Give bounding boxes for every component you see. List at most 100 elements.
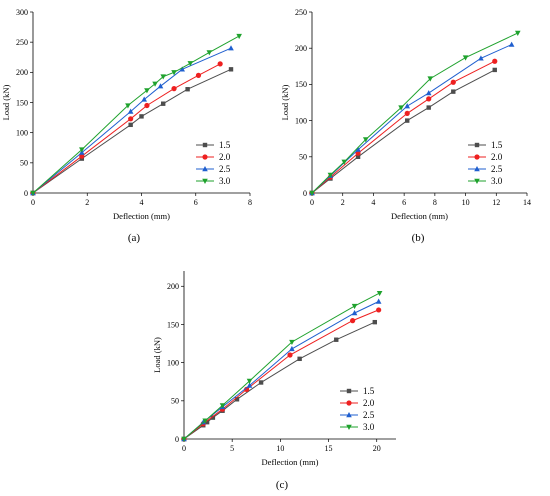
data-point — [228, 45, 234, 51]
series-2.0 — [181, 307, 382, 442]
series-2.5 — [309, 41, 515, 196]
series-line — [32, 68, 232, 194]
data-point — [204, 420, 210, 425]
series-line — [32, 35, 240, 194]
data-point — [492, 58, 498, 64]
data-point — [351, 310, 358, 316]
data-point — [219, 403, 226, 409]
x-tick-label: 10 — [462, 198, 470, 207]
x-axis-title: Deflection (mm) — [113, 211, 170, 221]
y-tick-label: 150 — [167, 320, 179, 329]
data-point — [246, 378, 253, 384]
data-point — [181, 436, 187, 442]
legend-label: 3.0 — [363, 422, 375, 432]
data-point — [217, 61, 223, 67]
x-tick-label: 10 — [276, 444, 284, 453]
y-tick-label: 300 — [16, 8, 28, 17]
y-tick-label: 200 — [167, 282, 179, 291]
y-tick-label: 50 — [299, 153, 307, 162]
data-point — [450, 79, 456, 85]
legend-label: 2.0 — [219, 152, 231, 162]
chart-panel-2: 0 50 100 150 200 250 0 2 4 6 8 10 12 14 Deflection (mm… — [280, 8, 531, 244]
series-line — [311, 44, 512, 194]
data-point — [79, 153, 85, 159]
series-3.0 — [181, 290, 383, 442]
data-point — [355, 154, 361, 159]
data-point — [462, 55, 469, 61]
chart-panel-3: 0 50 100 150 200 0 5 10 15 20 Deflection (mm) Load … — [152, 271, 396, 491]
data-point — [161, 101, 166, 106]
data-point — [376, 290, 383, 297]
x-tick-label: 4 — [371, 198, 375, 207]
legend-marker — [346, 388, 352, 394]
legend-marker — [202, 166, 208, 172]
series-1.5 — [181, 319, 377, 442]
legend-marker — [474, 178, 480, 184]
data-point — [30, 190, 36, 196]
data-point — [355, 150, 361, 156]
legend-label: 2.0 — [363, 398, 375, 408]
data-point — [372, 319, 377, 325]
data-point — [228, 67, 234, 72]
legend-marker — [474, 166, 480, 172]
data-point — [375, 298, 382, 304]
data-point — [202, 418, 208, 424]
data-point — [508, 41, 515, 47]
series-3.0 — [309, 30, 521, 196]
y-axis-title: Load (kN) — [152, 337, 162, 373]
x-axis-title: Deflection (mm) — [262, 457, 319, 467]
legend-label: 1.5 — [363, 386, 375, 396]
x-tick-label: 12 — [492, 198, 500, 207]
data-point — [355, 146, 361, 152]
series-3.0 — [30, 33, 242, 196]
data-point — [425, 90, 432, 96]
x-tick-label: 8 — [433, 198, 437, 207]
chart-panel-1: 0 50 100 150 200 250 300 0 2 4 6 8 Deflection (mm) Lo… — [1, 8, 252, 244]
data-point — [334, 337, 339, 342]
data-point — [404, 103, 411, 109]
series-1.5 — [30, 67, 234, 196]
y-tick-label: 0 — [175, 435, 179, 444]
series-line — [311, 60, 496, 194]
data-point — [171, 86, 177, 92]
legend-label: 2.5 — [363, 410, 375, 420]
data-point — [405, 118, 410, 123]
x-tick-label: 2 — [341, 198, 345, 207]
data-point — [234, 397, 240, 402]
legend: 1.5 2.0 2.5 3.0 — [468, 140, 503, 186]
panel-label: (b) — [412, 232, 425, 244]
x-tick-label: 14 — [523, 198, 531, 207]
legend-marker — [474, 154, 480, 160]
data-point — [404, 110, 410, 116]
data-point — [341, 159, 348, 165]
legend-label: 1.5 — [219, 140, 231, 150]
data-point — [157, 83, 164, 89]
data-point — [244, 386, 250, 392]
data-point — [171, 70, 177, 76]
data-point — [139, 114, 144, 119]
data-point — [125, 103, 131, 109]
x-tick-label: 0 — [310, 198, 314, 207]
data-point — [160, 74, 166, 80]
data-point — [362, 137, 369, 143]
panel-label: (a) — [128, 232, 141, 244]
y-tick-label: 0 — [303, 189, 307, 198]
y-tick-label: 50 — [171, 397, 179, 406]
data-point — [185, 87, 190, 92]
series-line — [311, 69, 496, 194]
x-tick-label: 8 — [248, 198, 252, 207]
data-point — [210, 415, 216, 420]
data-point — [427, 76, 434, 82]
legend-label: 1.5 — [491, 140, 503, 150]
data-point — [152, 81, 158, 87]
data-point — [297, 356, 302, 362]
data-point — [451, 89, 456, 94]
y-tick-label: 150 — [295, 80, 307, 89]
legend-marker — [346, 424, 352, 430]
data-point — [398, 105, 404, 111]
legend-marker — [202, 142, 208, 148]
data-point — [246, 382, 253, 388]
legend-label: 3.0 — [491, 176, 503, 186]
legend-marker — [346, 412, 352, 418]
legend-label: 3.0 — [219, 176, 231, 186]
